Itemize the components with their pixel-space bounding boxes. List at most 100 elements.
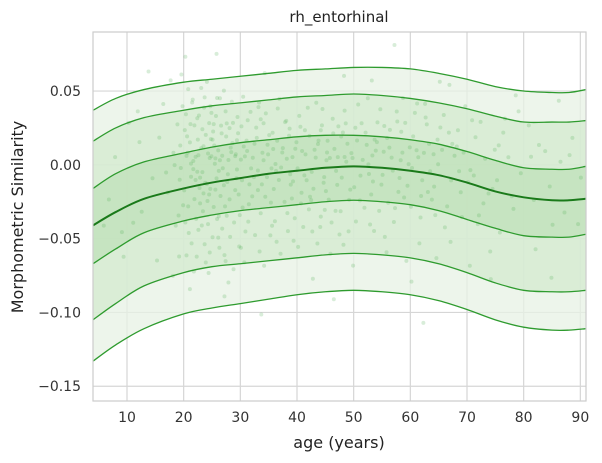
scatter-point	[447, 82, 452, 87]
scatter-point	[260, 150, 265, 155]
scatter-point	[264, 175, 269, 180]
scatter-point	[285, 229, 290, 234]
scatter-point	[216, 214, 221, 219]
scatter-point	[168, 78, 173, 83]
percentile-line	[92, 93, 587, 142]
scatter-point	[255, 188, 260, 193]
scatter-point	[204, 79, 209, 84]
scatter-point	[501, 130, 506, 135]
scatter-point	[186, 231, 191, 236]
scatter-point	[250, 194, 255, 199]
scatter-point	[236, 192, 241, 197]
scatter-point	[208, 186, 213, 191]
scatter-point	[442, 225, 447, 230]
scatter-point	[428, 169, 433, 174]
scatter-point	[321, 180, 326, 185]
scatter-point	[175, 122, 180, 127]
scatter-point	[338, 209, 343, 214]
scatter-point	[359, 121, 364, 126]
scatter-point	[187, 140, 192, 145]
scatter-point	[201, 191, 206, 196]
scatter-point	[192, 197, 197, 202]
scatter-point	[374, 140, 379, 145]
scatter-point	[302, 173, 307, 178]
scatter-point	[240, 205, 245, 210]
scatter-point	[113, 155, 118, 160]
scatter-point	[446, 130, 451, 135]
scatter-point	[404, 258, 409, 263]
scatter-point	[467, 263, 472, 268]
scatter-point	[424, 122, 429, 127]
scatter-point	[440, 147, 445, 152]
x-tick-label: 60	[401, 410, 419, 426]
scatter-point	[196, 153, 201, 158]
scatter-point	[297, 113, 302, 118]
scatter-point	[275, 138, 280, 143]
scatter-point	[284, 156, 289, 161]
scatter-point	[248, 109, 253, 114]
scatter-point	[212, 161, 217, 166]
plot-frame	[92, 31, 587, 402]
scatter-point	[382, 234, 387, 239]
scatter-point	[253, 233, 258, 238]
scatter-point	[429, 197, 434, 202]
scatter-point	[318, 128, 323, 133]
scatter-point	[315, 241, 320, 246]
scatter-point	[216, 148, 221, 153]
band-inner	[93, 135, 586, 264]
scatter-point	[436, 162, 441, 167]
scatter-point	[208, 137, 213, 142]
plot-border	[92, 31, 587, 402]
scatter-point	[311, 186, 316, 191]
scatter-point	[284, 118, 289, 123]
scatter-point	[478, 119, 483, 124]
scatter-point	[327, 156, 332, 161]
scatter-point	[387, 145, 392, 150]
scatter-point	[425, 190, 430, 194]
scatter-point	[330, 116, 335, 121]
scatter-point	[578, 175, 583, 180]
scatter-point	[223, 259, 228, 264]
scatter-point	[271, 187, 276, 192]
scatter-point	[407, 145, 412, 150]
scatter-point	[217, 245, 222, 250]
scatter-point	[280, 146, 285, 151]
scatter-point	[308, 194, 313, 199]
scatter-point	[356, 102, 361, 107]
scatter-point	[135, 109, 140, 114]
scatter-point	[218, 193, 223, 198]
scatter-point	[183, 112, 188, 117]
scatter-point	[211, 205, 216, 210]
scatter-point	[556, 98, 561, 103]
scatter-point	[309, 198, 314, 203]
scatter-point	[214, 176, 219, 181]
scatter-point	[547, 184, 552, 189]
scatter-point	[313, 155, 318, 160]
scatter-point	[324, 158, 329, 163]
scatter-point	[215, 95, 220, 100]
scatter-point	[375, 120, 380, 125]
percentile-line	[92, 66, 587, 111]
scatter-point	[291, 238, 296, 243]
scatter-point	[254, 135, 259, 140]
scatter-point	[325, 150, 330, 155]
percentile-line	[92, 199, 587, 265]
scatter-point	[335, 182, 340, 187]
scatter-point	[433, 213, 438, 218]
scatter-point	[239, 124, 244, 129]
scatter-point	[437, 79, 442, 84]
scatter-point	[121, 254, 126, 259]
scatter-point	[370, 179, 375, 184]
scatter-point	[394, 109, 399, 114]
scatter-point	[364, 142, 369, 147]
scatter-point	[423, 101, 428, 106]
percentile-bands	[93, 67, 586, 362]
scatter-point	[342, 108, 347, 113]
scatter-point	[222, 294, 227, 299]
scatter-point	[259, 182, 264, 187]
scatter-point	[298, 124, 303, 129]
scatter-point	[181, 203, 186, 208]
scatter-point	[275, 106, 280, 111]
scatter-point	[267, 133, 272, 138]
scatter-point	[372, 137, 377, 142]
